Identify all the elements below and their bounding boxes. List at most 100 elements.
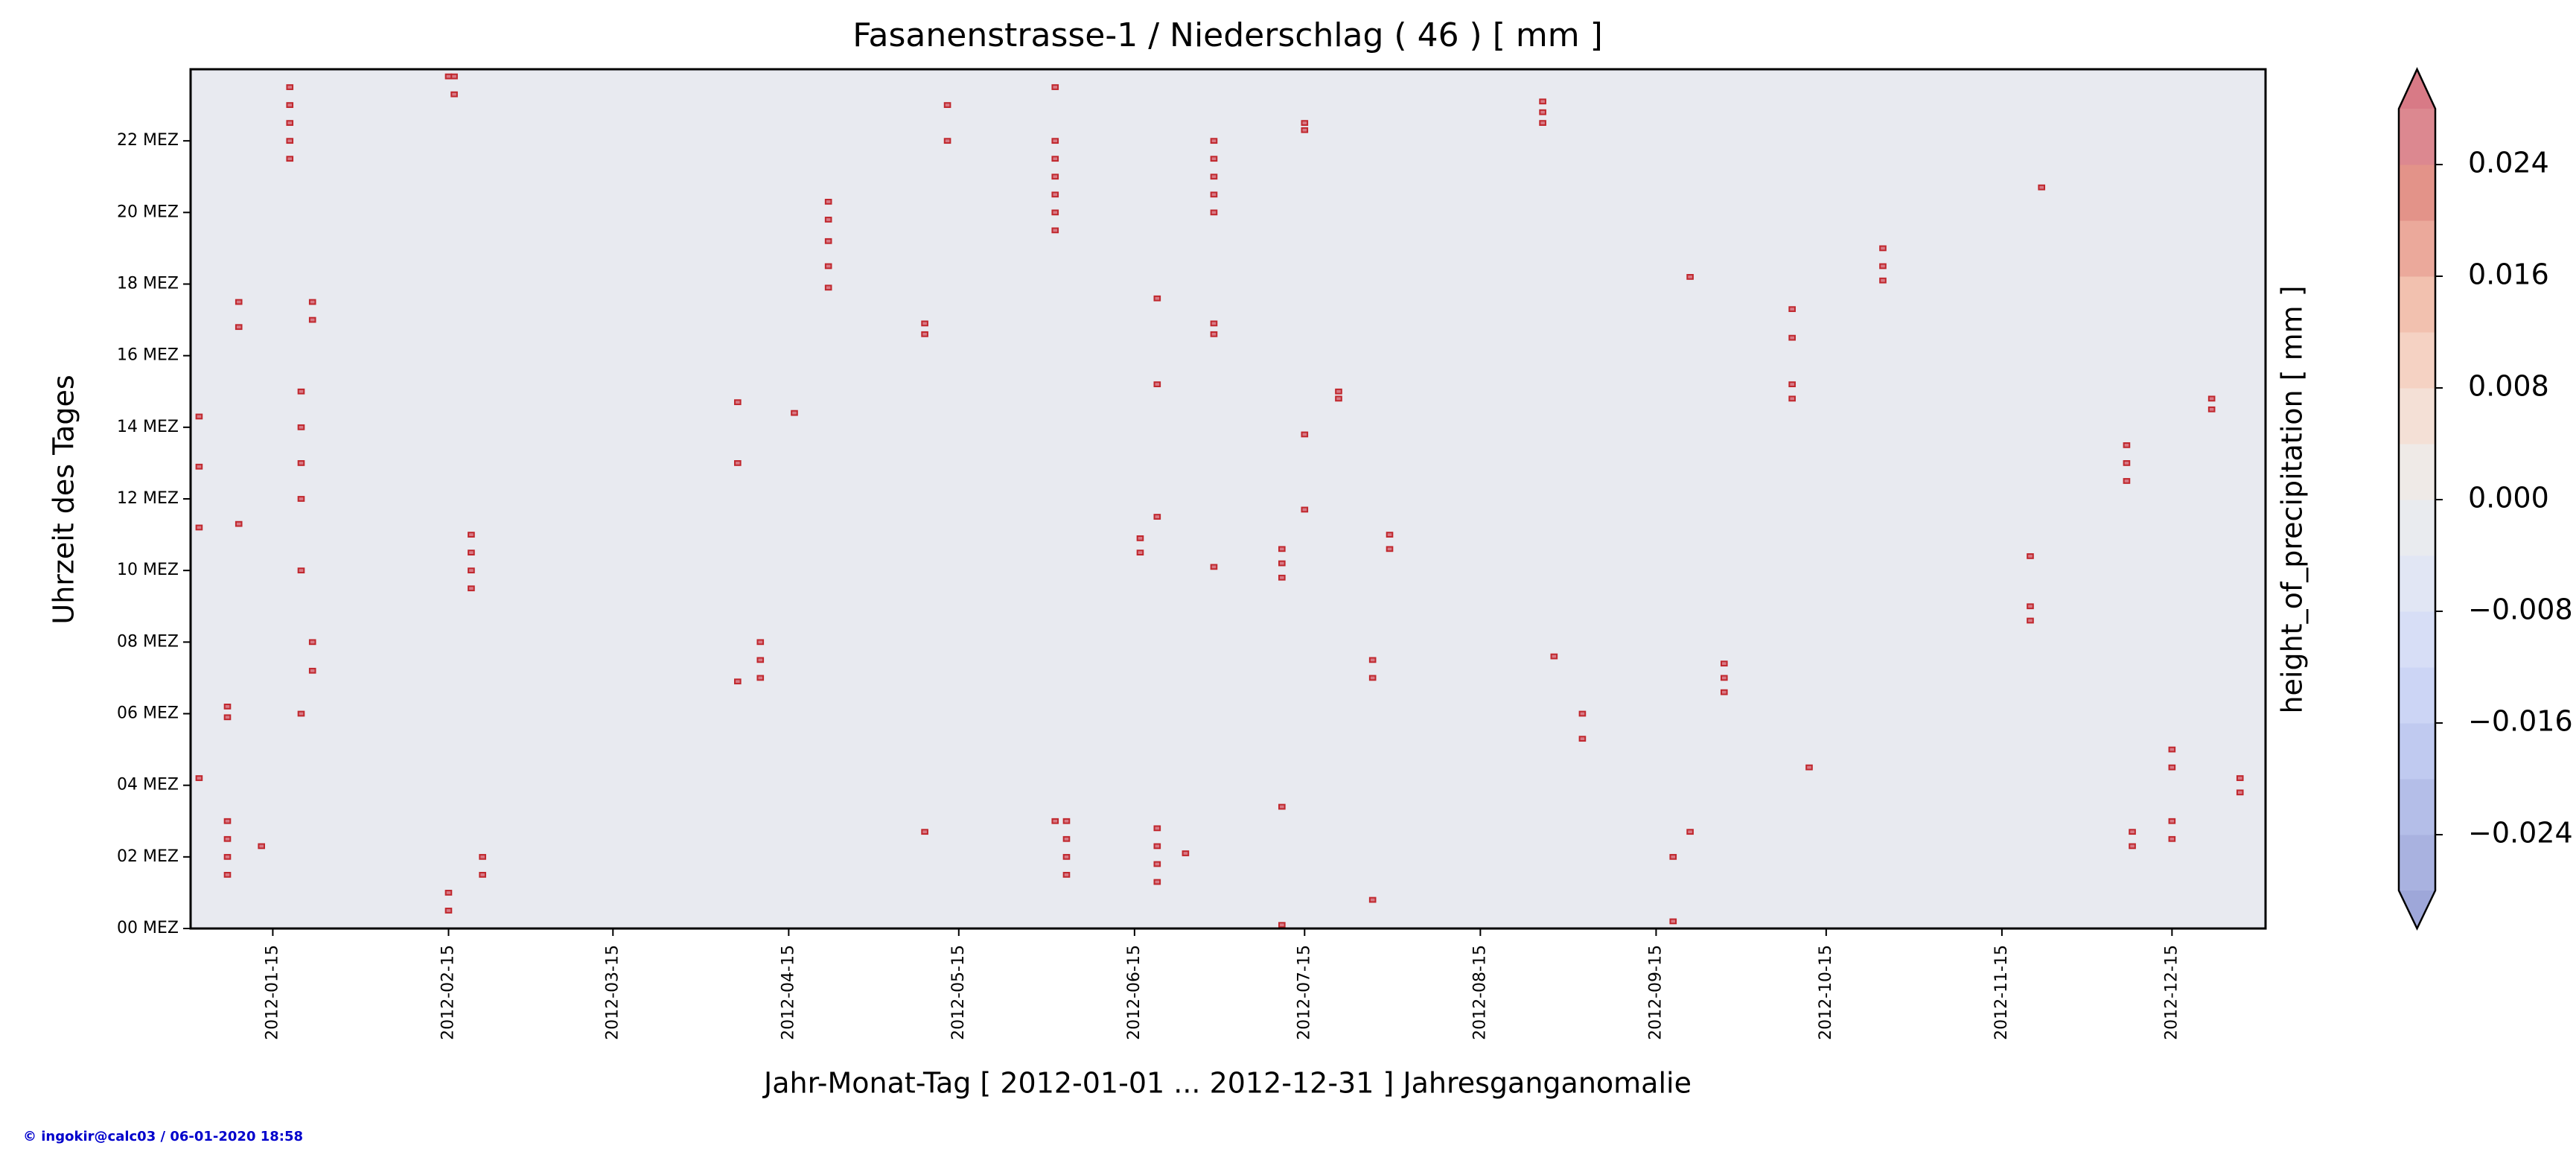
precip-cell — [943, 102, 951, 108]
precip-cell — [297, 388, 305, 395]
precip-cell — [1051, 209, 1059, 216]
precip-cell — [734, 399, 742, 406]
precip-cell — [1578, 736, 1587, 742]
colorbar-band — [2399, 276, 2435, 333]
x-tick-label: 2012-08-15 — [1470, 945, 1489, 1040]
precip-cell — [2129, 829, 2136, 835]
precip-cell — [756, 675, 765, 681]
precip-cell — [223, 818, 232, 824]
precip-cell — [1539, 98, 1546, 105]
precip-cell — [297, 710, 305, 717]
precip-cell — [2236, 789, 2244, 796]
precip-cell — [1136, 535, 1144, 541]
precip-cell — [1210, 564, 1218, 570]
precip-cell — [1335, 395, 1342, 402]
x-tick-label: 2012-03-15 — [603, 945, 622, 1040]
colorbar-band — [2399, 500, 2435, 556]
precip-cell — [824, 217, 832, 223]
colorbar-band — [2399, 555, 2435, 612]
colorbar-band — [2399, 835, 2435, 891]
precip-cell — [468, 532, 475, 538]
y-tick-label: 16 MEZ — [117, 346, 179, 365]
precip-cell — [1210, 331, 1218, 337]
x-tick-label: 2012-10-15 — [1817, 945, 1835, 1040]
precip-cell — [734, 678, 742, 685]
colorbar-label: height_of_precipitation [ mm ] — [2276, 285, 2309, 713]
colorbar-frame — [2397, 67, 2437, 931]
precip-cell — [1368, 657, 1377, 663]
colorbar-over — [2399, 69, 2435, 109]
precip-cell — [1301, 506, 1309, 513]
precip-cell — [258, 843, 265, 850]
precip-cell — [1210, 209, 1218, 216]
precip-cell — [308, 639, 316, 646]
colorbar-band — [2399, 332, 2435, 389]
precip-cell — [1051, 156, 1059, 162]
precip-cell — [479, 853, 486, 860]
precip-cell — [1879, 277, 1887, 284]
x-tick-label: 2012-04-15 — [779, 945, 797, 1040]
colorbar-tick-label: 0.000 — [2468, 482, 2549, 515]
precip-cell — [195, 775, 203, 781]
colorbar-tick-label: 0.016 — [2468, 258, 2549, 291]
x-tick-label: 2012-06-15 — [1125, 945, 1144, 1040]
precip-cell — [1335, 388, 1342, 395]
precip-cell — [1686, 273, 1694, 280]
x-tick-label: 2012-01-15 — [263, 945, 281, 1040]
precip-cell — [1788, 306, 1796, 313]
y-tick-label: 14 MEZ — [117, 418, 179, 436]
precip-cell — [286, 156, 294, 162]
precip-cell — [223, 871, 232, 878]
precip-cell — [1153, 861, 1161, 867]
y-tick-label: 20 MEZ — [117, 203, 179, 221]
precip-cell — [1669, 853, 1677, 860]
precip-cell — [734, 460, 742, 466]
precip-cell — [444, 908, 453, 914]
precip-cell — [1301, 127, 1309, 133]
colorbar-band — [2399, 165, 2435, 221]
precip-cell — [1062, 818, 1071, 824]
colorbar-band — [2399, 220, 2435, 277]
precip-cell — [921, 320, 928, 327]
x-tick-label: 2012-09-15 — [1646, 945, 1665, 1040]
precip-cell — [824, 199, 832, 205]
colorbar-tick-label: 0.008 — [2468, 370, 2549, 403]
precip-cell — [1278, 922, 1286, 928]
precip-cell — [286, 120, 294, 127]
precip-cell — [1301, 431, 1309, 438]
precip-cell — [2027, 603, 2034, 610]
precip-cell — [1720, 675, 1728, 681]
colorbar-tick-label: −0.016 — [2468, 705, 2573, 738]
precip-cell — [2027, 617, 2034, 624]
precip-cell — [756, 657, 765, 663]
precip-cell — [791, 410, 798, 416]
precip-cell — [1788, 381, 1796, 388]
y-tick-label: 00 MEZ — [117, 919, 179, 937]
precip-cell — [1368, 675, 1377, 681]
precip-cell — [824, 263, 832, 270]
colorbar-tick-label: 0.024 — [2468, 147, 2549, 179]
precip-cell — [450, 73, 458, 80]
precip-cell — [2038, 184, 2046, 191]
precip-cell — [1051, 173, 1059, 180]
colorbar-band — [2399, 667, 2435, 724]
precip-cell — [223, 703, 232, 710]
precip-cell — [1669, 918, 1677, 925]
precip-cell — [223, 835, 232, 842]
precip-cell — [223, 714, 232, 721]
colorbar-tick-label: −0.024 — [2468, 817, 2573, 850]
colorbar-band — [2399, 109, 2435, 165]
precip-cell — [235, 299, 243, 305]
y-tick-label: 12 MEZ — [117, 489, 179, 508]
precip-cell — [297, 496, 305, 502]
x-tick-label: 2012-11-15 — [1992, 945, 2011, 1040]
precip-cell — [1153, 514, 1161, 520]
precip-cell — [297, 460, 305, 466]
precip-cell — [1153, 843, 1161, 850]
precip-cell — [1136, 550, 1144, 556]
precip-cell — [824, 284, 832, 291]
y-tick-label: 22 MEZ — [117, 131, 179, 150]
precip-cell — [1051, 818, 1059, 824]
precip-cell — [1153, 295, 1161, 302]
